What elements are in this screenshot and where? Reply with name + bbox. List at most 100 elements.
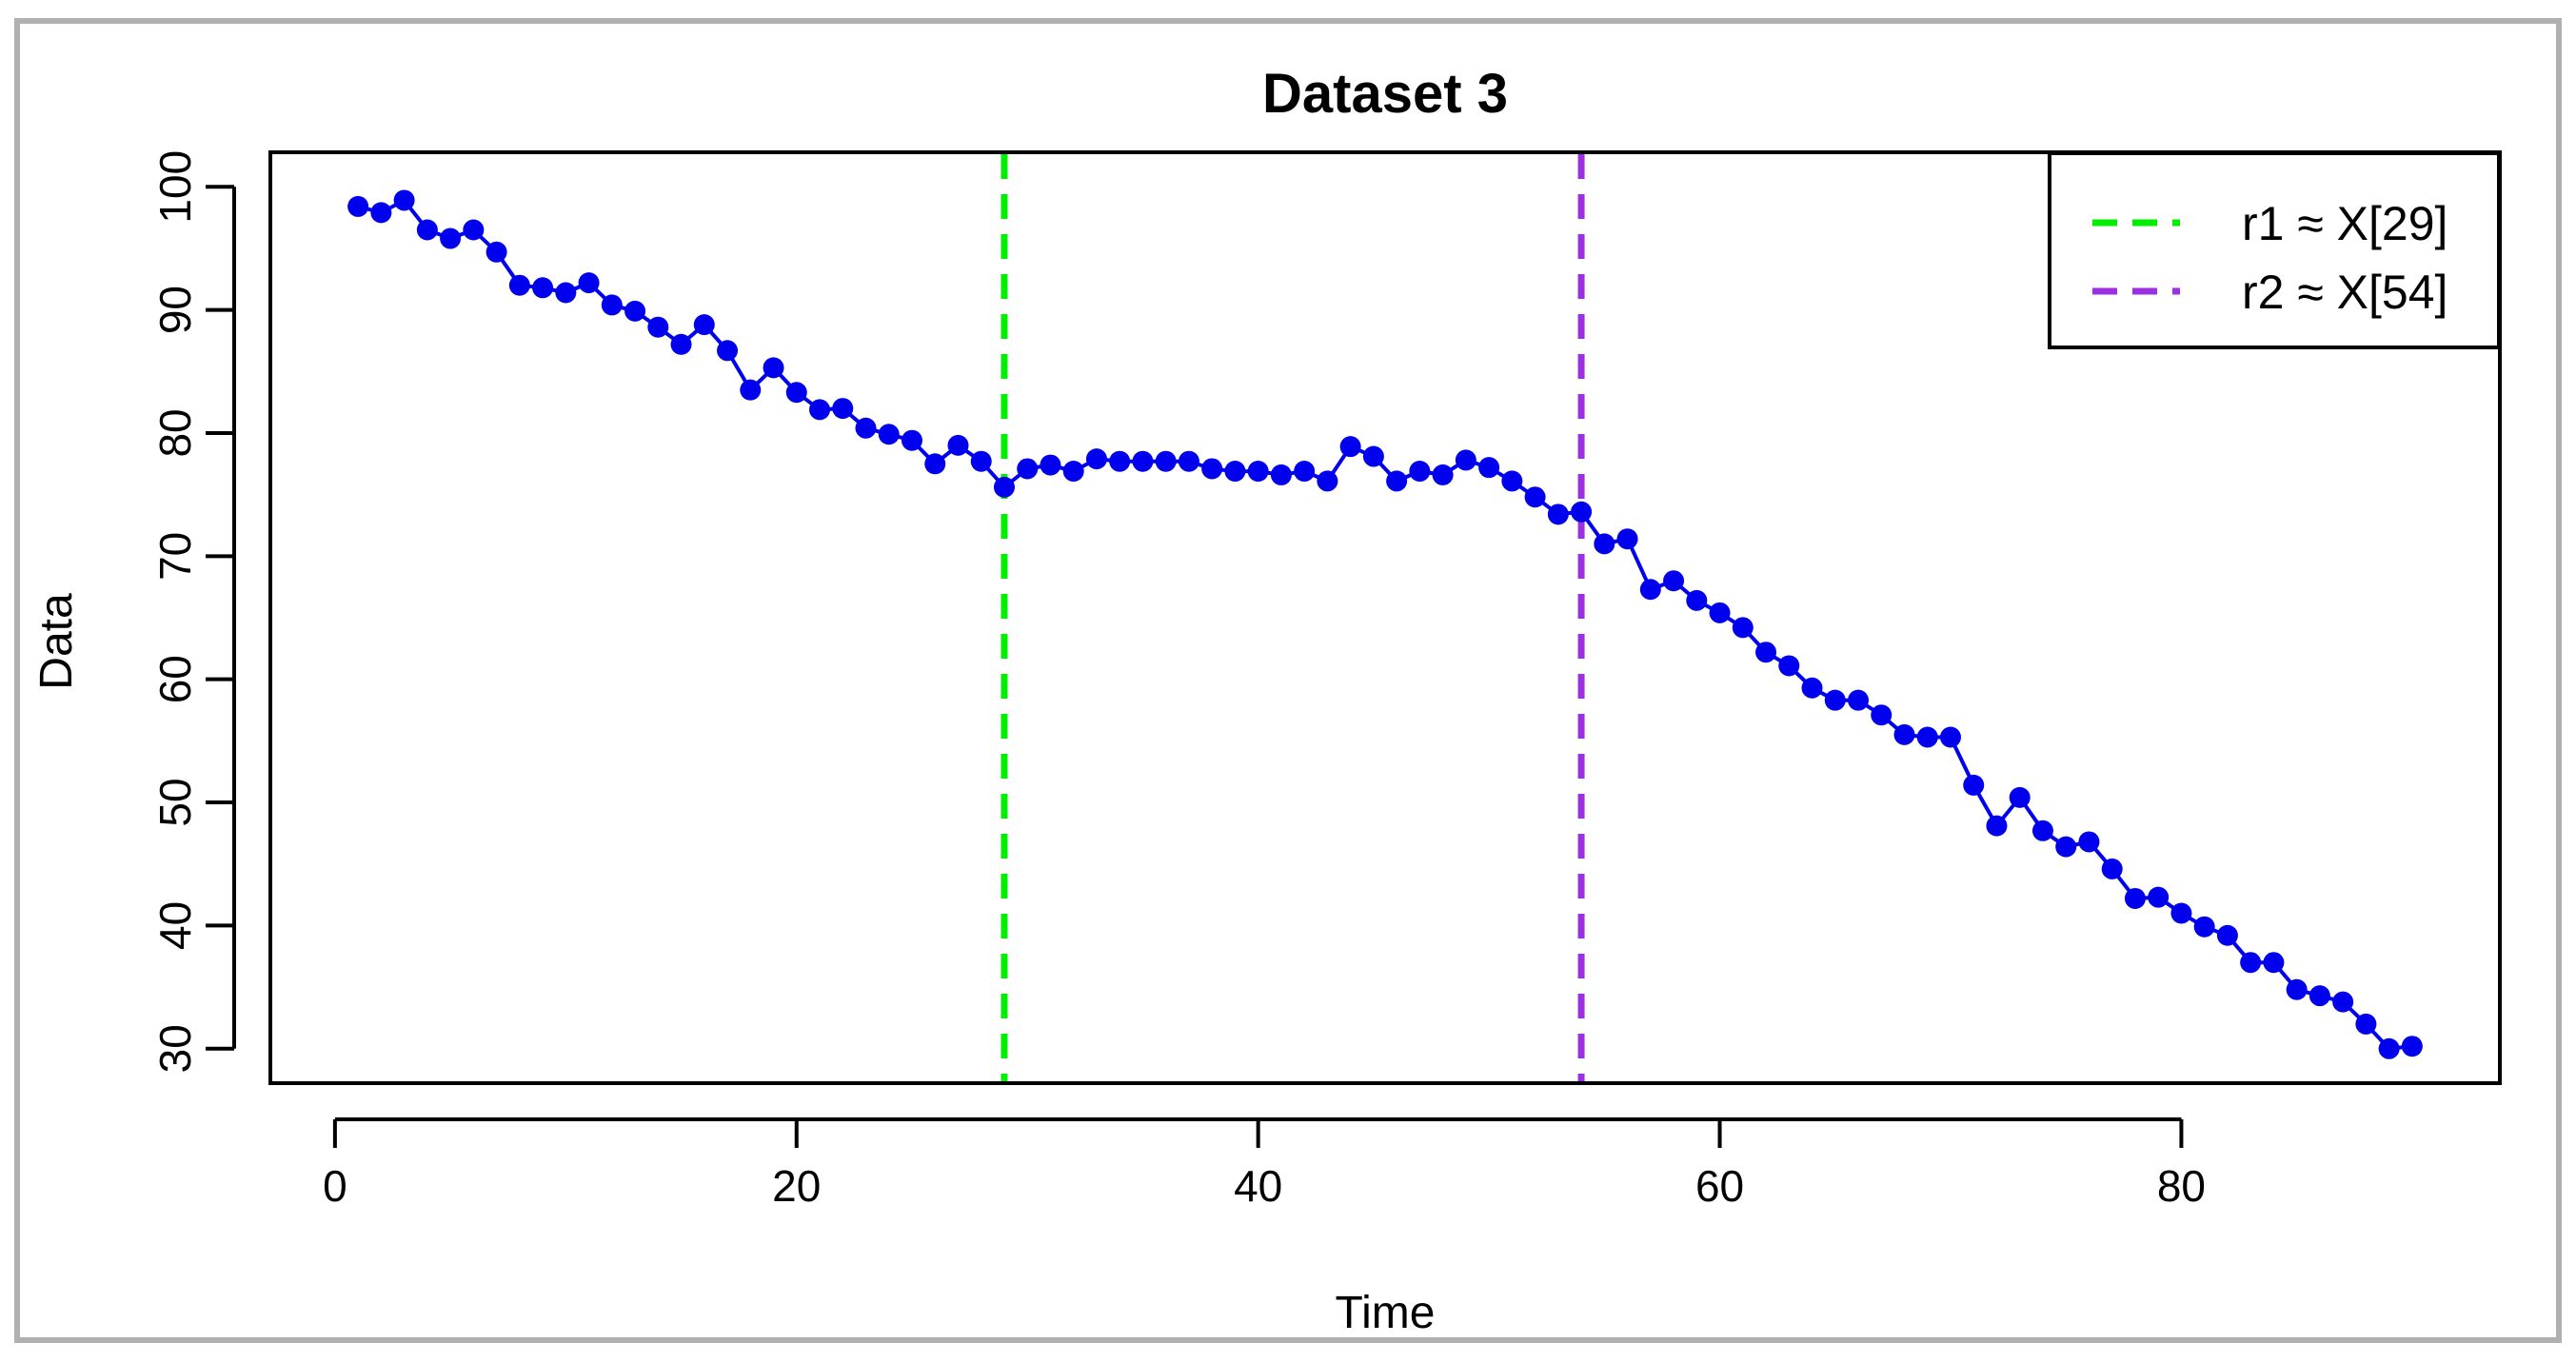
x-tick-label: 0 bbox=[323, 1161, 347, 1211]
data-point bbox=[2170, 902, 2192, 924]
data-point bbox=[2263, 952, 2285, 974]
data-point bbox=[1732, 617, 1754, 639]
data-point bbox=[717, 340, 739, 362]
data-point bbox=[1040, 454, 1061, 476]
data-point bbox=[1294, 461, 1316, 483]
data-point bbox=[1616, 528, 1638, 550]
y-tick-label: 60 bbox=[150, 655, 200, 703]
data-point bbox=[1709, 602, 1731, 623]
data-point bbox=[809, 399, 831, 421]
x-tick-label: 60 bbox=[1695, 1161, 1744, 1211]
legend-box bbox=[2048, 151, 2501, 349]
data-point bbox=[1778, 655, 1800, 677]
data-point bbox=[1893, 723, 1915, 745]
data-point bbox=[370, 202, 392, 224]
data-point bbox=[2286, 978, 2308, 1000]
data-point bbox=[463, 219, 485, 241]
data-point bbox=[1455, 449, 1476, 471]
y-tick-label: 50 bbox=[150, 778, 200, 826]
data-point bbox=[347, 195, 369, 217]
y-tick-label: 100 bbox=[150, 150, 200, 224]
data-point bbox=[670, 333, 692, 355]
data-point bbox=[2332, 991, 2354, 1013]
data-point bbox=[878, 424, 900, 445]
y-axis: 30 40 50 60 70 80 90 100 bbox=[150, 150, 236, 1073]
data-point bbox=[1755, 642, 1777, 663]
data-point bbox=[1686, 589, 1708, 611]
data-point bbox=[1639, 579, 1661, 601]
y-tick-label: 40 bbox=[150, 901, 200, 950]
data-point bbox=[785, 382, 807, 404]
data-point bbox=[2378, 1037, 2400, 1059]
data-point bbox=[416, 219, 438, 241]
y-tick-label: 70 bbox=[150, 532, 200, 581]
data-point bbox=[1247, 461, 1269, 483]
data-point bbox=[2193, 916, 2215, 938]
series-layer bbox=[347, 189, 2423, 1059]
data-point bbox=[555, 282, 577, 304]
y-axis-label: Data bbox=[31, 593, 82, 690]
data-point bbox=[1339, 436, 1361, 458]
data-point bbox=[2148, 886, 2170, 908]
data-point bbox=[2355, 1013, 2377, 1035]
data-point bbox=[693, 314, 715, 336]
data-point bbox=[901, 429, 922, 451]
data-point bbox=[1017, 458, 1039, 480]
y-tick-label: 30 bbox=[150, 1024, 200, 1073]
data-point bbox=[1916, 726, 1938, 748]
data-point bbox=[1594, 533, 1615, 555]
data-point bbox=[2216, 924, 2238, 946]
data-point bbox=[2308, 985, 2330, 1007]
data-point bbox=[601, 294, 623, 316]
data-point bbox=[1963, 774, 1985, 796]
data-point bbox=[1270, 464, 1292, 485]
vertical-reference-lines bbox=[1001, 154, 1585, 1081]
data-point bbox=[1132, 450, 1154, 472]
data-point bbox=[1178, 450, 1199, 472]
data-point bbox=[1317, 470, 1338, 492]
data-point bbox=[1224, 461, 1246, 483]
data-point bbox=[763, 357, 784, 379]
data-point bbox=[647, 316, 669, 338]
data-point bbox=[1663, 570, 1685, 592]
data-point bbox=[970, 450, 992, 472]
data-point bbox=[2055, 836, 2077, 858]
x-axis-label: Time bbox=[1336, 1288, 1436, 1338]
data-point bbox=[2240, 952, 2262, 974]
data-point bbox=[947, 434, 969, 456]
data-point bbox=[855, 417, 877, 439]
data-point bbox=[532, 277, 554, 299]
data-point bbox=[1386, 470, 1408, 492]
legend-label-r2: r2 ≈ X[54] bbox=[2242, 266, 2447, 319]
legend-label-r1: r1 ≈ X[29] bbox=[2242, 197, 2447, 250]
data-point bbox=[924, 453, 946, 475]
data-point bbox=[393, 189, 415, 211]
data-point bbox=[1801, 677, 1823, 699]
data-point bbox=[1501, 470, 1523, 492]
data-point bbox=[440, 227, 462, 249]
data-point bbox=[1062, 461, 1084, 483]
data-point bbox=[508, 274, 530, 296]
data-point bbox=[1109, 450, 1131, 472]
data-point bbox=[1085, 448, 1107, 470]
data-point bbox=[1571, 501, 1593, 523]
x-tick-label: 20 bbox=[772, 1161, 821, 1211]
data-point bbox=[1848, 689, 1870, 711]
data-point bbox=[1409, 461, 1431, 483]
chart-title: Dataset 3 bbox=[1262, 63, 1508, 125]
y-tick-label: 80 bbox=[150, 408, 200, 457]
data-point bbox=[2401, 1036, 2423, 1057]
data-point bbox=[624, 300, 646, 322]
data-point bbox=[1201, 458, 1223, 480]
data-point bbox=[1362, 445, 1384, 467]
data-point bbox=[485, 241, 507, 263]
data-point bbox=[1155, 450, 1177, 472]
plot-area-border bbox=[268, 150, 2502, 1085]
data-point bbox=[740, 379, 762, 401]
data-point bbox=[2124, 887, 2146, 909]
x-axis: 0 20 40 60 80 bbox=[323, 1117, 2206, 1211]
data-point bbox=[2031, 820, 2053, 841]
data-point bbox=[1871, 704, 1892, 726]
